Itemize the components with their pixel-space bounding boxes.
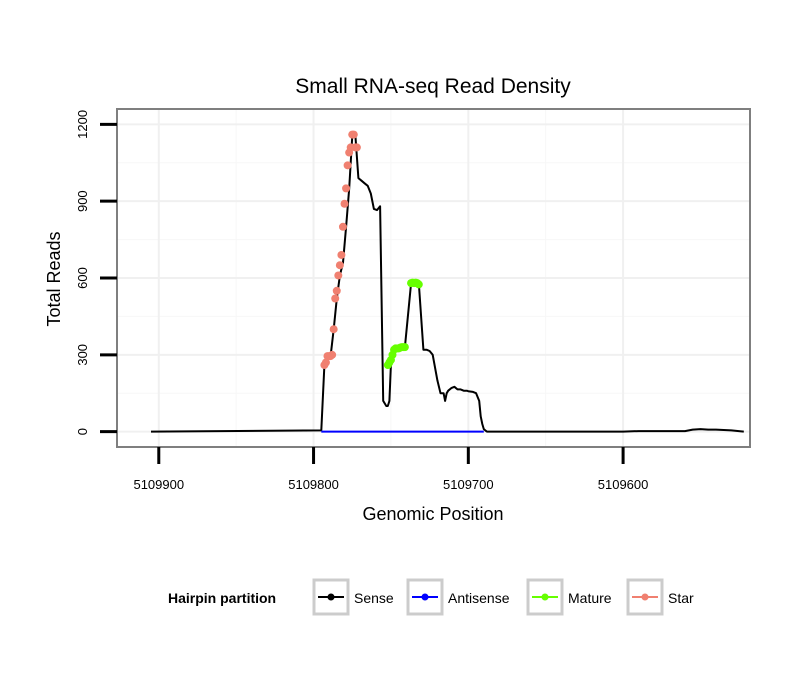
x-tick-label: 5109700 <box>443 477 494 492</box>
x-axis-label: Genomic Position <box>362 504 503 524</box>
data-point-star <box>343 161 352 170</box>
x-tick-label: 5109800 <box>288 477 339 492</box>
x-tick-label: 5109900 <box>133 477 184 492</box>
y-axis-label: Total Reads <box>44 231 64 326</box>
legend-label-mature: Mature <box>568 590 612 606</box>
data-point-star <box>340 199 349 208</box>
data-point-star <box>352 143 361 152</box>
legend-key-point <box>641 593 649 601</box>
data-point-star <box>342 184 351 193</box>
data-point-star <box>338 222 347 231</box>
legend-key-point <box>541 593 549 601</box>
legend-label-sense: Sense <box>354 590 394 606</box>
plot-area: 0 300 600 900 1200 5109900 5109800 5109700 51096… <box>75 108 751 492</box>
legend-title: Hairpin partition <box>168 590 276 606</box>
data-point-star <box>334 271 343 280</box>
y-tick-label: 300 <box>75 344 90 366</box>
legend: Hairpin partition Sense Antisense Mature St… <box>168 578 694 616</box>
data-point-star <box>332 286 341 295</box>
data-point-star <box>331 294 340 303</box>
data-point-mature <box>414 280 423 289</box>
legend-key-point <box>327 593 335 601</box>
data-point-star <box>328 350 337 359</box>
data-point-star <box>321 358 330 367</box>
legend-label-star: Star <box>668 590 694 606</box>
data-point-star <box>349 130 358 139</box>
data-point-star <box>337 250 346 259</box>
y-tick-label: 900 <box>75 190 90 212</box>
legend-label-antisense: Antisense <box>448 590 510 606</box>
chart-title: Small RNA-seq Read Density <box>295 75 571 98</box>
x-tick-label: 5109600 <box>598 477 649 492</box>
y-tick-label: 1200 <box>75 110 90 139</box>
legend-key-point <box>421 593 429 601</box>
y-tick-label: 600 <box>75 267 90 289</box>
data-point-star <box>335 261 344 270</box>
y-tick-label: 0 <box>75 428 90 435</box>
data-point-mature <box>400 343 409 352</box>
data-point-star <box>329 325 338 334</box>
